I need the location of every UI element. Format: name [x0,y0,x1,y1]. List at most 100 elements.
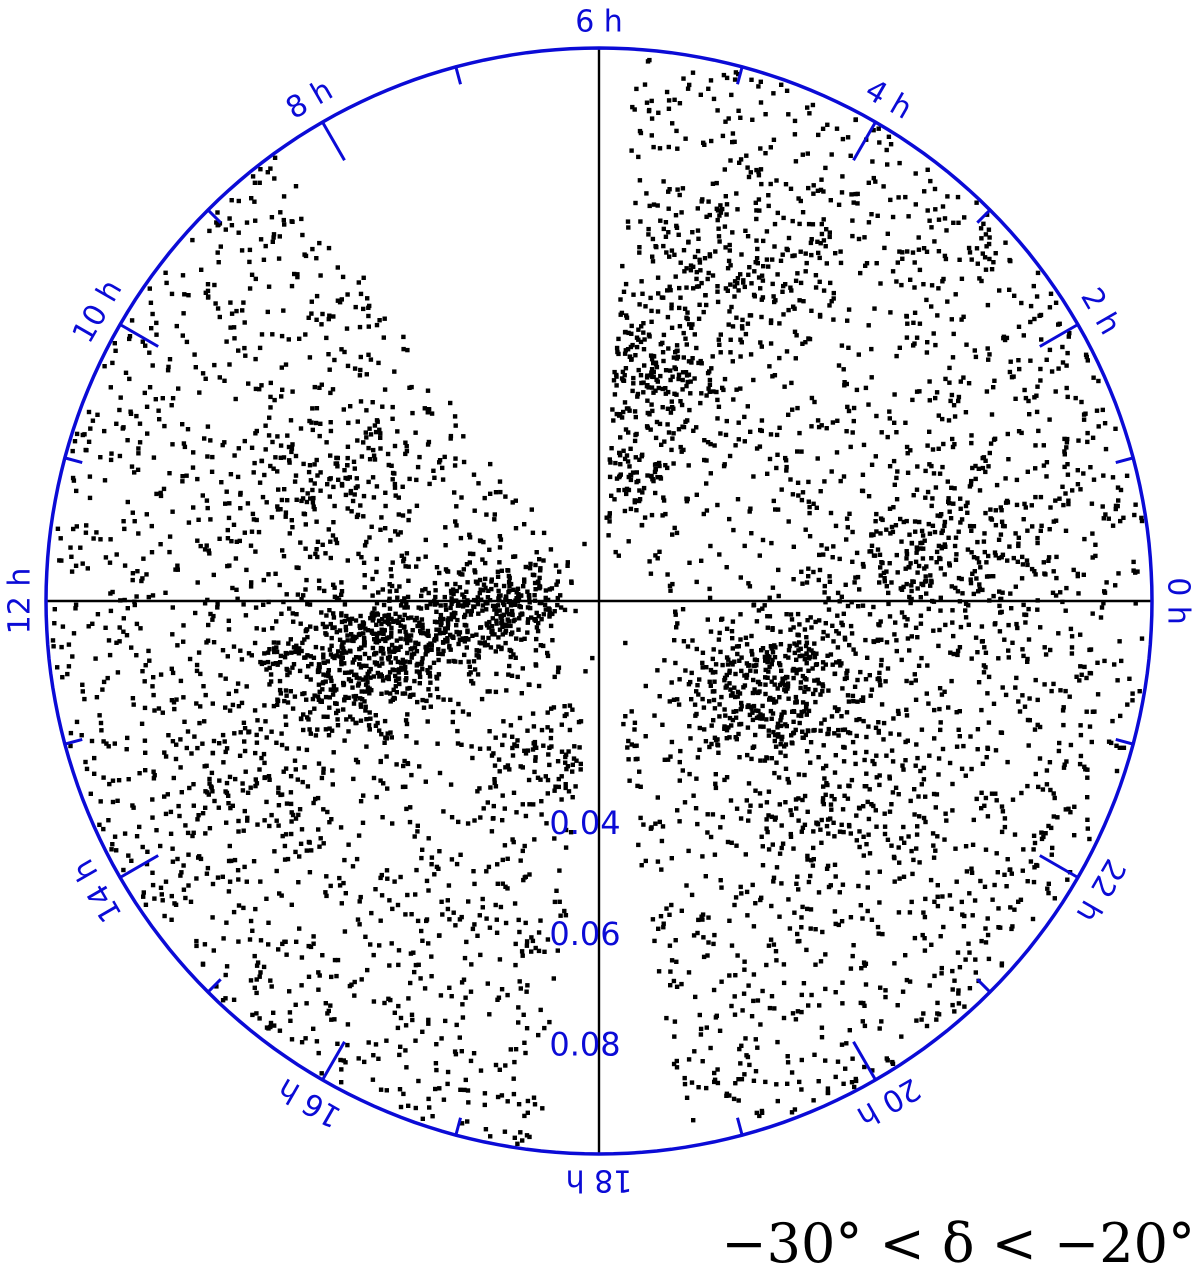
galaxy-point [517,979,522,984]
galaxy-point [730,230,735,235]
galaxy-point [967,950,972,955]
galaxy-point [1118,487,1124,493]
galaxy-point [674,1065,680,1070]
galaxy-point [662,439,667,444]
galaxy-point [1062,464,1067,470]
galaxy-point [279,394,284,399]
galaxy-point [253,218,258,223]
galaxy-point [625,219,631,224]
galaxy-point [275,702,280,707]
galaxy-point [181,639,186,644]
galaxy-point [144,861,150,867]
galaxy-point [914,389,920,394]
galaxy-point [738,1061,743,1066]
galaxy-point [162,913,167,919]
galaxy-point [758,803,763,808]
galaxy-point [304,747,310,753]
galaxy-point [281,308,286,313]
galaxy-point [850,233,855,239]
galaxy-point [314,293,320,299]
galaxy-point [279,333,285,339]
galaxy-point [377,318,382,323]
galaxy-point [640,490,645,495]
galaxy-point [555,602,560,608]
galaxy-point [715,502,720,508]
galaxy-point [230,702,236,708]
galaxy-point [921,765,927,771]
galaxy-point [262,703,267,708]
galaxy-point [92,771,97,776]
galaxy-point [877,580,882,585]
galaxy-point [450,587,456,592]
galaxy-point [999,804,1005,809]
galaxy-point [661,495,666,500]
galaxy-point [735,953,740,958]
galaxy-point [316,578,322,583]
galaxy-point [674,343,680,348]
galaxy-point [210,789,215,794]
galaxy-point [126,777,131,782]
galaxy-point [951,403,957,408]
galaxy-point [404,640,410,646]
galaxy-point [899,610,905,615]
galaxy-point [477,577,483,583]
galaxy-point [1017,366,1022,372]
galaxy-point [378,435,383,440]
galaxy-point [378,645,384,651]
galaxy-point [924,1023,930,1029]
galaxy-point [690,322,695,327]
galaxy-point [98,455,103,460]
galaxy-point [938,720,943,725]
galaxy-point [712,932,717,938]
galaxy-point [582,541,587,547]
galaxy-point [936,413,941,418]
galaxy-point [860,916,865,921]
galaxy-point [660,824,666,829]
galaxy-point [515,738,520,743]
galaxy-point [482,1091,488,1096]
galaxy-point [390,821,395,826]
galaxy-point [524,1026,530,1031]
galaxy-point [1025,656,1030,662]
galaxy-point [760,537,766,543]
galaxy-point [824,227,829,232]
galaxy-point [1047,417,1052,422]
galaxy-point [502,806,507,811]
galaxy-point [479,641,484,646]
galaxy-point [751,474,756,479]
galaxy-point [639,279,644,284]
galaxy-point [357,373,363,378]
galaxy-point [247,247,253,253]
galaxy-point [838,260,844,266]
galaxy-point [331,615,337,620]
galaxy-point [738,386,743,391]
galaxy-point [639,454,644,459]
galaxy-point [881,737,886,742]
galaxy-point [860,603,866,608]
galaxy-point [861,564,866,569]
galaxy-point [298,426,304,431]
galaxy-point [842,383,847,388]
galaxy-point [943,811,948,816]
galaxy-point [361,560,367,565]
galaxy-point [775,725,780,730]
galaxy-point [1016,358,1021,363]
galaxy-point [808,907,814,912]
galaxy-point [903,953,908,958]
galaxy-point [680,607,686,612]
galaxy-point [724,202,730,207]
galaxy-point [282,857,288,862]
galaxy-point [271,646,277,651]
galaxy-point [404,448,410,454]
galaxy-point [337,637,343,642]
galaxy-point [809,308,814,313]
galaxy-point [636,327,641,332]
galaxy-point [671,431,676,436]
galaxy-point [904,678,909,684]
galaxy-point [992,622,997,627]
galaxy-point [352,993,357,998]
galaxy-point [302,691,307,696]
galaxy-point [1042,645,1047,650]
galaxy-point [449,601,454,606]
galaxy-point [840,1001,845,1006]
